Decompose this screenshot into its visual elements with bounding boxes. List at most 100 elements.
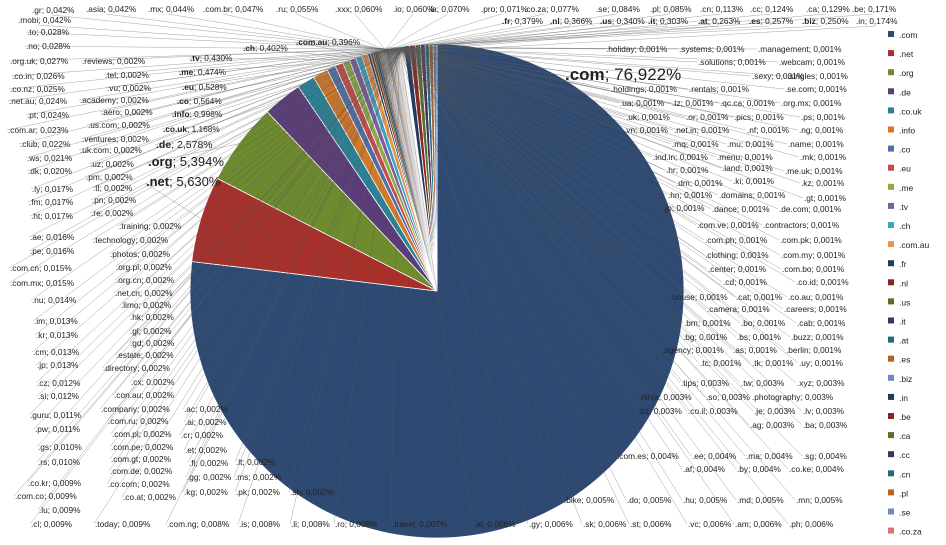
leader-us [417, 25, 621, 46]
leader-al [399, 47, 474, 525]
data-label-company: .company; 0,002% [101, 404, 170, 414]
data-label-pk: .pk; 0,002% [236, 487, 280, 497]
leader-limo [119, 47, 404, 306]
data-label-estate: .estate; 0,002% [116, 350, 174, 360]
data-label-se-com: .se.com; 0,001% [785, 84, 847, 94]
data-label-org-cn: .org.cn; 0,002% [116, 275, 175, 285]
data-label-holdings: .holdings; 0,001% [611, 84, 678, 94]
legend-label-it: .it [899, 317, 906, 327]
data-label-contractors: .contractors; 0,001% [763, 220, 840, 230]
data-label-com-au: .com.au; 0,396% [296, 37, 361, 47]
legend-label-co: .co [899, 145, 911, 155]
leader-bg [401, 47, 683, 338]
data-label-sg: .sg; 0,004% [803, 451, 847, 461]
data-label-careers: .careers; 0,001% [784, 304, 847, 314]
data-label-lv: .lv; 0,003% [803, 406, 845, 416]
leader-de-com [401, 47, 779, 210]
data-label-or: .or; 0,001% [686, 112, 729, 122]
data-label-nf: .nf; 0,001% [747, 125, 790, 135]
data-label-org: .org; 5,394% [148, 154, 224, 169]
leader-ventures [80, 47, 404, 140]
leader-ki [401, 47, 733, 182]
leader-cn [377, 13, 721, 53]
data-label-uk: .uk; 0,001% [626, 112, 670, 122]
leader-co-il [400, 47, 688, 412]
leader-bike [399, 47, 564, 501]
leader-com-pl [110, 47, 403, 435]
data-label-mn: .mn; 0,005% [796, 495, 843, 505]
leader-kr [34, 48, 397, 336]
data-label-aero: .aero; 0,002% [101, 107, 153, 117]
leader-co-za [381, 13, 545, 52]
leader-jp [35, 48, 398, 366]
data-label-uk-com: .uk.com; 0,002% [80, 145, 142, 155]
leader-uy [401, 47, 799, 364]
leader-ai [183, 47, 403, 423]
data-label-ua: .ua; 0,001% [620, 98, 665, 108]
leader-ca [373, 13, 827, 54]
data-label-asia: .asia; 0,042% [86, 4, 137, 14]
data-label-com-ru: .com.ru; 0,002% [108, 416, 169, 426]
leader-la [383, 13, 449, 51]
data-label-ba: .ba; 0,003% [803, 420, 848, 430]
data-label-eu: .eu; 0,528% [182, 82, 227, 92]
leader-contractors [401, 47, 763, 226]
leader-mu [401, 47, 727, 145]
leader-lt [234, 47, 403, 463]
leader-camera [401, 47, 707, 310]
data-label-gs: .gs; 0,010% [38, 442, 82, 452]
data-label-hu: .hu; 0,005% [683, 495, 728, 505]
leader-si [36, 48, 398, 397]
leader-fi [187, 47, 403, 464]
leader-gs [36, 47, 398, 448]
data-label-com-br: .com.br; 0,047% [203, 4, 264, 14]
leader-com-ar [6, 48, 394, 131]
data-label-al: .al; 0,006% [474, 519, 516, 529]
data-label-con-au: .con.au; 0,002% [114, 390, 175, 400]
leader-webcam [402, 47, 779, 63]
leader-com-gt [109, 47, 403, 460]
data-label-co-in: .co.in; 0,026% [12, 71, 65, 81]
data-label-co: .co; 0,564% [177, 96, 222, 106]
data-label-md: .md; 0,005% [737, 495, 784, 505]
leader-org-mx [402, 47, 781, 104]
leader-im [32, 48, 397, 322]
leader-nf [402, 47, 747, 131]
data-label-com-de: .com.de; 0,002% [110, 466, 173, 476]
data-label-technology: .technology; 0,002% [93, 235, 169, 245]
data-label-kr: .kr; 0,013% [36, 330, 79, 340]
leader-in [369, 25, 877, 55]
data-label-com-mx: .com.mx; 0,015% [10, 278, 75, 288]
data-label-photos: .photos; 0,002% [110, 249, 171, 259]
data-label-fm: .fm; 0,017% [29, 197, 74, 207]
data-label-qc-ca: .qc.ca; 0,001% [720, 98, 776, 108]
legend-label-de: .de [899, 87, 911, 97]
leader-pw [33, 48, 398, 430]
data-label-co-kr: .co.kr; 0,009% [28, 478, 82, 488]
leader-ph [399, 47, 789, 525]
data-label-tel: .tel; 0,002% [105, 70, 149, 80]
legend-label-biz: .biz [899, 374, 912, 384]
data-label-webcam: .webcam; 0,001% [779, 57, 846, 67]
data-label-pl: .pl; 0,085% [650, 4, 692, 14]
data-label-camera: .camera; 0,001% [707, 304, 770, 314]
data-label-com-ar: .com.ar; 0,023% [8, 125, 69, 135]
data-label-ninja: .ninja; 0,003% [639, 392, 692, 402]
data-label-club: .club; 0,022% [20, 139, 71, 149]
data-label-et: .et; 0,002% [185, 445, 228, 455]
leader-lines [6, 13, 877, 525]
legend-label-net: .net [899, 49, 914, 59]
legend-label-cn: .cn [899, 469, 911, 479]
data-label-it: .it; 0,303% [648, 16, 689, 26]
leader-tl [91, 47, 404, 189]
leader-com-cn [8, 48, 396, 269]
data-label-st: .st; 0,006% [630, 519, 672, 529]
data-label-bz: .bz; 0,003% [638, 406, 682, 416]
data-label-af: .af; 0,004% [683, 464, 726, 474]
leader-cm [31, 48, 397, 353]
legend-swatch-de [888, 88, 894, 95]
data-label-uy: .uy; 0,001% [799, 358, 843, 368]
data-label-holiday: .holiday; 0,001% [606, 44, 668, 54]
legend-label-in: .in [899, 393, 908, 403]
